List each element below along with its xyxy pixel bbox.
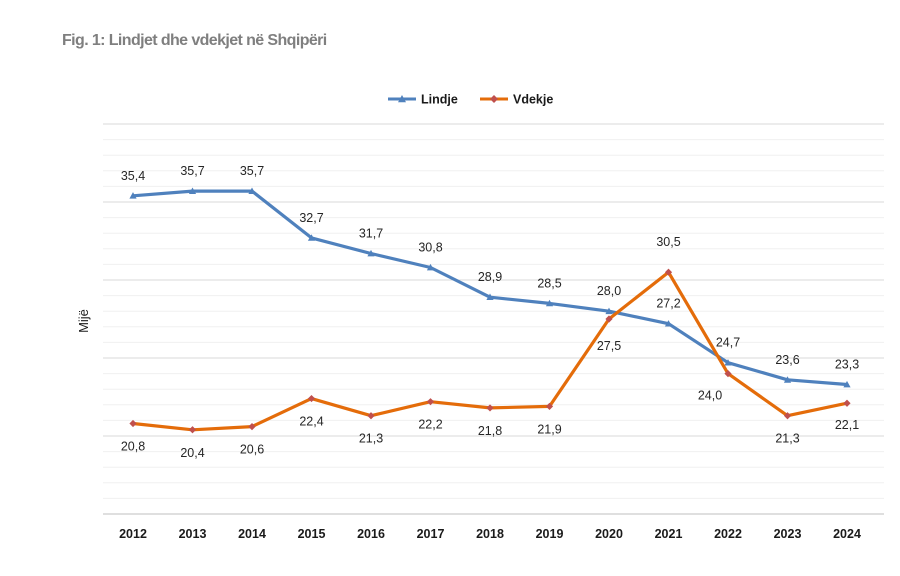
data-point-vdekje xyxy=(486,404,494,412)
data-label-lindje: 24,7 xyxy=(716,336,740,350)
data-point-lindje xyxy=(843,380,851,388)
x-tick-label: 2013 xyxy=(179,527,207,541)
data-label-vdekje: 24,0 xyxy=(698,389,722,403)
data-label-lindje: 28,5 xyxy=(537,276,561,290)
x-tick-label: 2020 xyxy=(595,527,623,541)
data-label-lindje: 27,2 xyxy=(656,297,680,311)
x-tick-label: 2014 xyxy=(238,527,266,541)
figure-title: Fig. 1: Lindjet dhe vdekjet në Shqipëri xyxy=(62,32,327,49)
data-label-vdekje: 21,3 xyxy=(359,432,383,446)
x-tick-label: 2018 xyxy=(476,527,504,541)
data-point-lindje xyxy=(248,187,256,194)
data-point-vdekje xyxy=(426,398,435,406)
x-tick-label: 2024 xyxy=(833,527,861,541)
data-label-vdekje: 21,3 xyxy=(775,432,799,446)
data-point-lindje xyxy=(605,307,613,315)
x-tick-label: 2022 xyxy=(714,527,742,541)
data-label-lindje: 35,7 xyxy=(180,164,204,178)
data-point-lindje xyxy=(307,234,316,241)
data-point-vdekje xyxy=(307,394,316,403)
data-label-lindje: 31,7 xyxy=(359,227,383,241)
data-point-lindje xyxy=(129,192,137,199)
data-label-vdekje: 22,4 xyxy=(299,415,323,429)
data-label-vdekje: 27,5 xyxy=(597,339,621,353)
data-label-lindje: 35,4 xyxy=(121,169,145,183)
y-axis-label: Mijë xyxy=(76,309,91,333)
x-tick-label: 2016 xyxy=(357,527,385,541)
data-label-lindje: 35,7 xyxy=(240,164,264,178)
data-label-vdekje: 20,8 xyxy=(121,440,145,454)
legend-marker-vdekje xyxy=(490,95,498,103)
data-point-vdekje xyxy=(783,412,792,420)
data-label-lindje: 32,7 xyxy=(299,211,323,225)
data-label-vdekje: 22,1 xyxy=(835,418,859,432)
data-label-vdekje: 20,6 xyxy=(240,443,264,457)
data-point-lindje xyxy=(426,263,435,271)
data-point-lindje xyxy=(486,293,494,301)
data-point-lindje xyxy=(545,299,554,307)
data-point-lindje xyxy=(664,320,673,327)
data-label-vdekje: 20,4 xyxy=(180,446,204,460)
legend-marker-lindje xyxy=(398,95,406,103)
data-label-lindje: 23,6 xyxy=(775,353,799,367)
data-point-vdekje xyxy=(188,426,197,434)
data-label-lindje: 30,8 xyxy=(418,241,442,255)
x-tick-label: 2012 xyxy=(119,527,147,541)
data-label-vdekje: 21,9 xyxy=(537,422,561,436)
legend-label-lindje: Lindje xyxy=(421,93,458,107)
data-label-vdekje: 30,5 xyxy=(656,235,680,249)
x-tick-label: 2019 xyxy=(536,527,564,541)
data-point-vdekje xyxy=(843,399,851,407)
data-point-lindje xyxy=(783,376,792,383)
x-tick-label: 2017 xyxy=(417,527,445,541)
data-point-lindje xyxy=(188,187,197,194)
data-label-vdekje: 21,8 xyxy=(478,424,502,438)
data-point-vdekje xyxy=(129,419,137,428)
data-label-lindje: 28,9 xyxy=(478,270,502,284)
data-point-vdekje xyxy=(724,370,732,378)
data-point-vdekje xyxy=(248,423,256,431)
data-label-vdekje: 22,2 xyxy=(418,418,442,432)
data-label-lindje: 28,0 xyxy=(597,284,621,298)
series-line-lindje xyxy=(131,189,849,387)
legend-label-vdekje: Vdekje xyxy=(513,93,553,107)
data-point-vdekje xyxy=(545,402,554,410)
data-label-lindje: 23,3 xyxy=(835,358,859,372)
x-tick-label: 2021 xyxy=(655,527,683,541)
data-point-vdekje xyxy=(367,412,375,420)
x-tick-label: 2023 xyxy=(774,527,802,541)
x-tick-label: 2015 xyxy=(298,527,326,541)
data-point-lindje xyxy=(724,359,732,366)
data-point-vdekje xyxy=(664,268,673,276)
data-point-lindje xyxy=(367,249,375,257)
data-point-vdekje xyxy=(605,315,613,323)
